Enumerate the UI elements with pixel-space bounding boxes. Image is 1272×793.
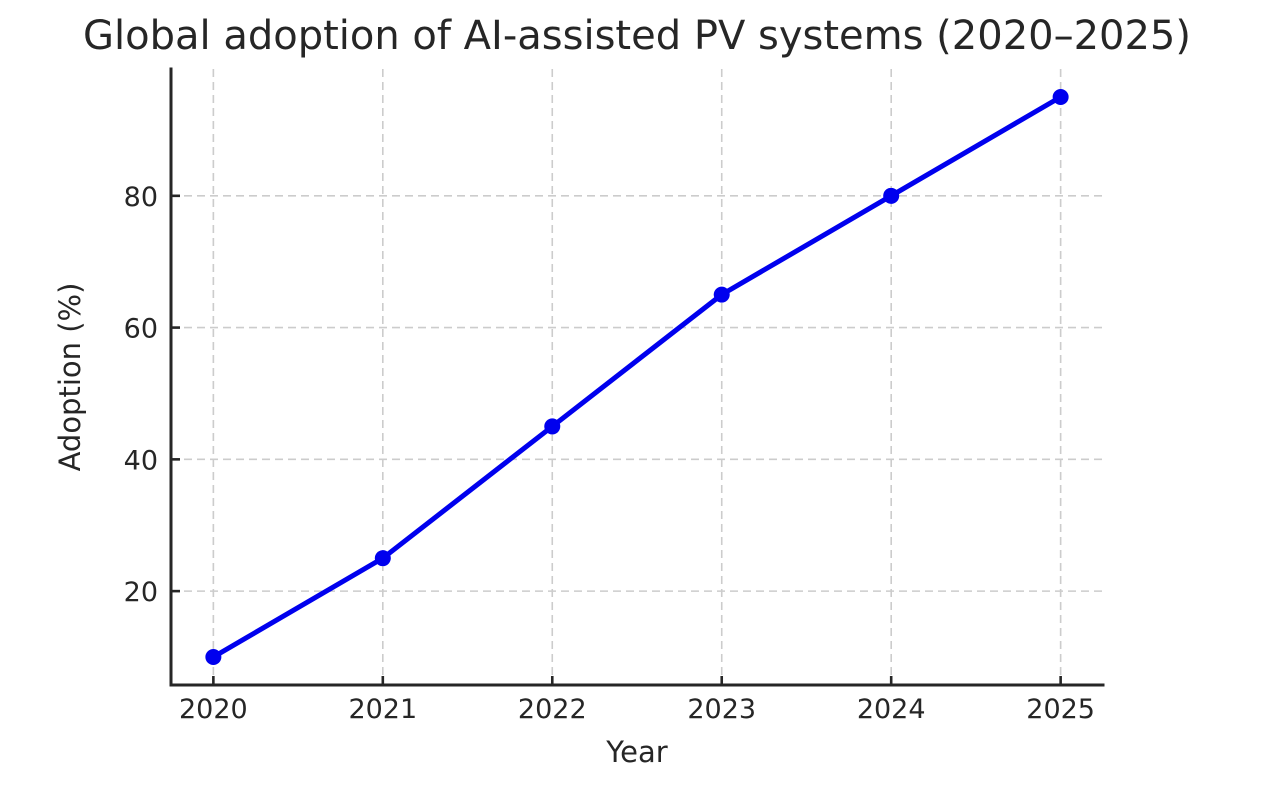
data-point: [1052, 89, 1069, 105]
x-tick-label: 2024: [857, 694, 926, 725]
y-tick-label: 80: [124, 182, 158, 213]
x-tick-label: 2023: [687, 694, 756, 725]
data-point: [544, 418, 561, 435]
x-axis-label: Year: [605, 735, 667, 769]
y-tick-label: 60: [124, 314, 158, 345]
x-tick-label: 2022: [518, 694, 587, 725]
data-point: [374, 550, 391, 567]
y-tick-label: 20: [124, 577, 158, 608]
x-tick-label: 2025: [1026, 694, 1095, 725]
x-tick-label: 2021: [348, 694, 417, 725]
data-point: [713, 286, 730, 303]
data-line: [210, 94, 1064, 660]
data-point: [205, 649, 222, 665]
data-point: [883, 187, 900, 204]
y-tick-label: 40: [124, 445, 158, 476]
y-axis-label: Adoption (%): [53, 283, 87, 472]
chart-title: Global adoption of AI-assisted PV system…: [83, 13, 1191, 59]
x-tick-label: 2020: [179, 694, 248, 725]
